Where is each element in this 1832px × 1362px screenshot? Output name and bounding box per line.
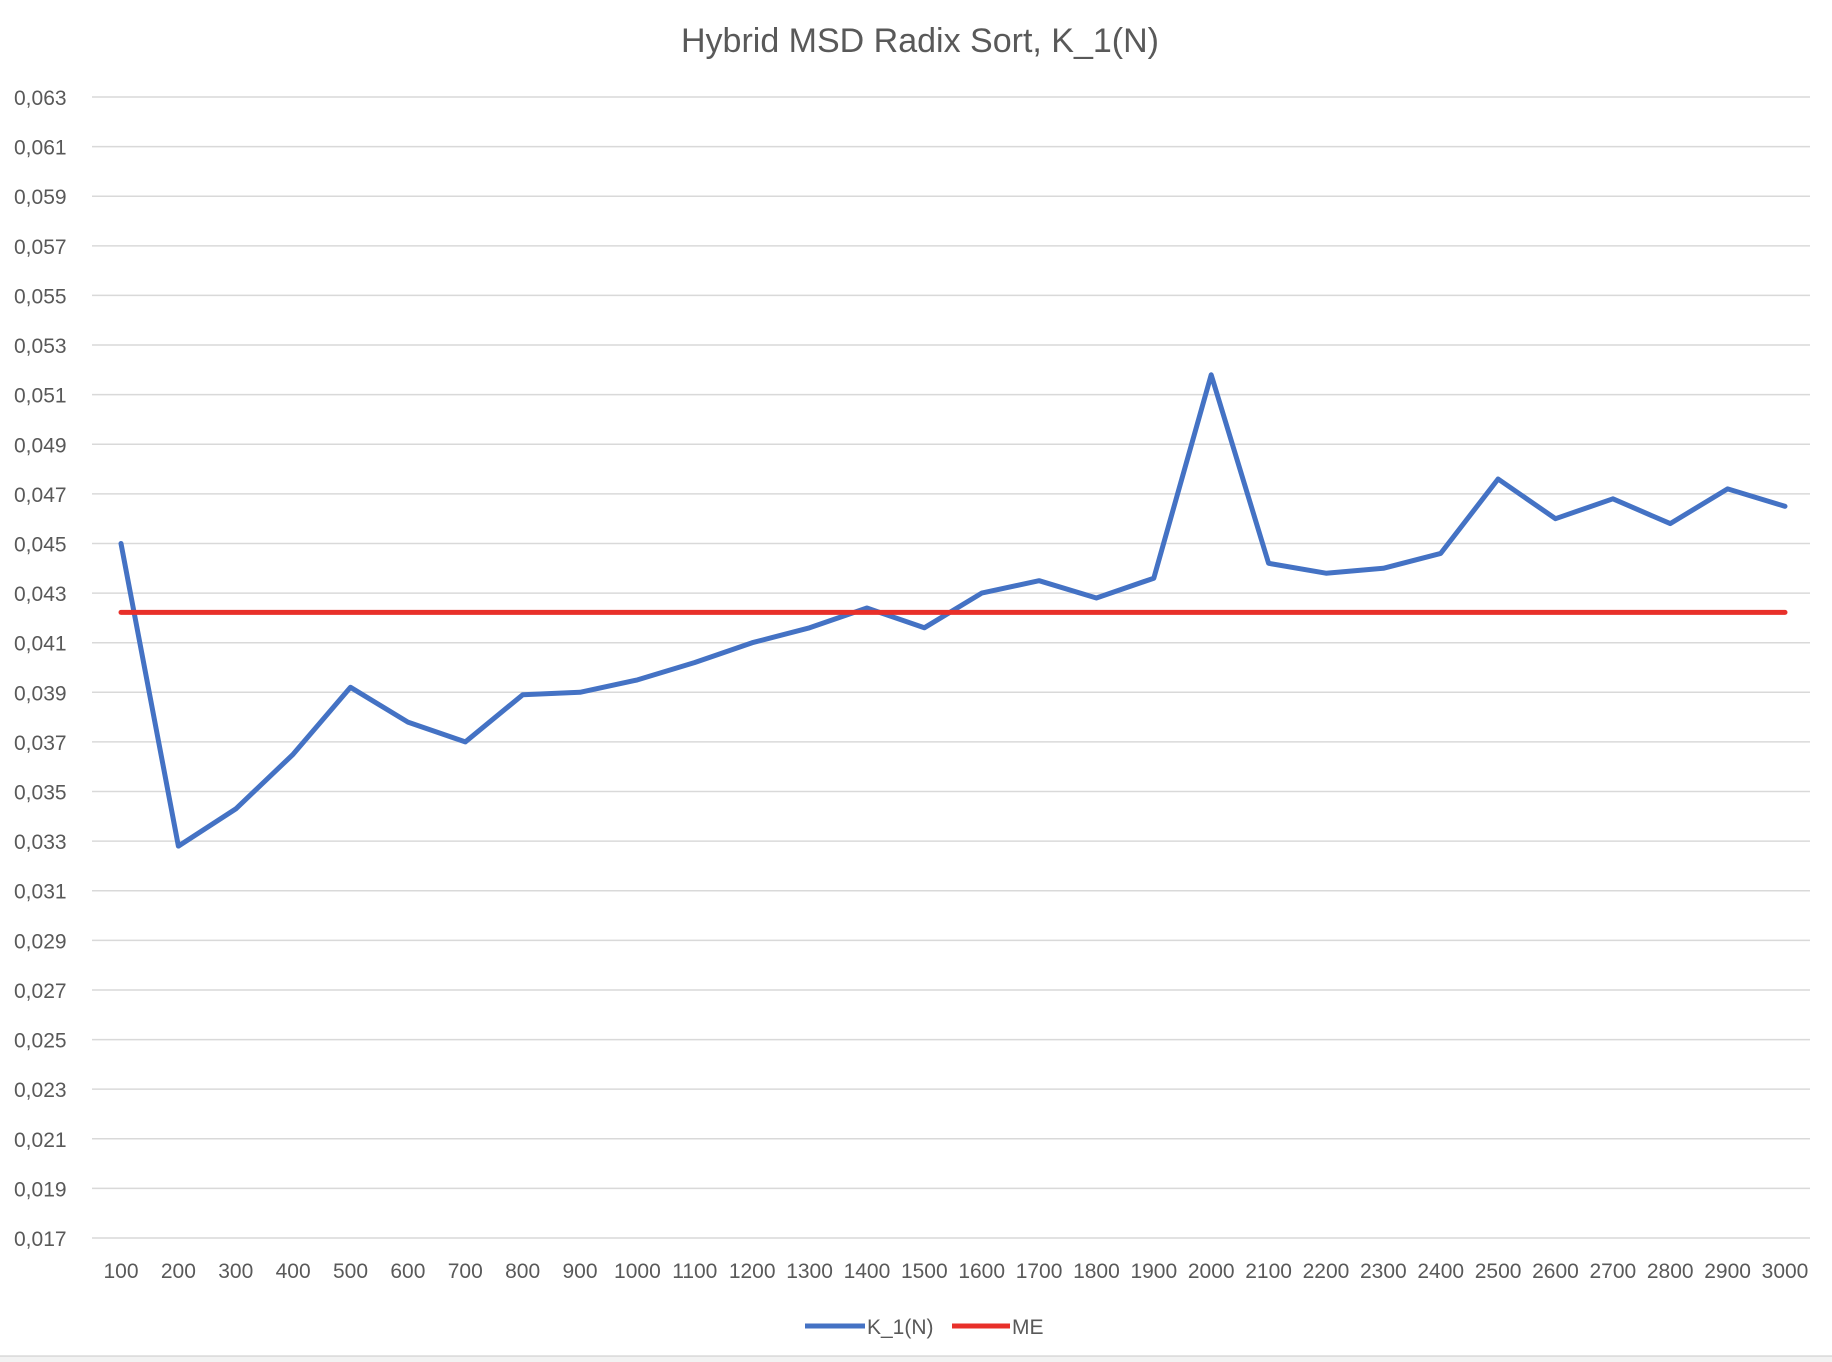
x-axis-tick-labels: 100 200 300 400 500 600 700 800 900 1000 1100 1200 1… [103, 1260, 1808, 1283]
x-tick-label: 1700 [1016, 1260, 1063, 1283]
legend-label: ME [1012, 1316, 1044, 1339]
legend: K_1(N) ME [805, 1316, 1044, 1339]
x-tick-label: 1300 [786, 1260, 833, 1283]
x-tick-label: 2900 [1704, 1260, 1751, 1283]
y-tick-label: 0,017 [14, 1228, 67, 1251]
y-tick-label: 0,041 [14, 633, 67, 656]
x-tick-label: 1000 [614, 1260, 661, 1283]
chart-title: Hybrid MSD Radix Sort, K_1(N) [681, 22, 1159, 60]
x-tick-label: 2100 [1245, 1260, 1292, 1283]
bottom-edge-strip [0, 1355, 1832, 1362]
x-tick-label: 1100 [672, 1260, 717, 1283]
x-tick-label: 300 [218, 1260, 253, 1283]
y-tick-label: 0,019 [14, 1178, 67, 1201]
y-tick-label: 0,061 [14, 137, 67, 160]
y-tick-label: 0,039 [14, 682, 67, 705]
y-tick-label: 0,049 [14, 434, 67, 457]
y-tick-label: 0,037 [14, 732, 67, 755]
y-tick-label: 0,025 [14, 1030, 67, 1053]
y-tick-label: 0,055 [14, 285, 67, 308]
bottom-edge-bar [0, 1356, 1832, 1362]
y-tick-label: 0,063 [14, 87, 67, 110]
x-tick-label: 2700 [1590, 1260, 1637, 1283]
x-tick-label: 600 [390, 1260, 425, 1283]
x-tick-label: 800 [505, 1260, 540, 1283]
legend-label: K_1(N) [867, 1316, 934, 1339]
x-tick-label: 1800 [1073, 1260, 1120, 1283]
x-tick-label: 1200 [729, 1260, 776, 1283]
x-tick-label: 2200 [1303, 1260, 1350, 1283]
y-tick-label: 0,051 [14, 385, 67, 408]
x-tick-label: 1500 [901, 1260, 948, 1283]
x-tick-label: 2400 [1417, 1260, 1464, 1283]
y-tick-label: 0,027 [14, 980, 67, 1003]
y-tick-label: 0,023 [14, 1079, 67, 1102]
y-tick-label: 0,033 [14, 831, 67, 854]
y-tick-label: 0,047 [14, 484, 67, 507]
y-tick-label: 0,031 [14, 881, 67, 904]
x-tick-label: 200 [161, 1260, 196, 1283]
x-tick-label: 500 [333, 1260, 368, 1283]
series-lines [118, 372, 1788, 849]
y-tick-label: 0,029 [14, 930, 67, 953]
x-tick-label: 100 [103, 1260, 138, 1283]
x-tick-label: 700 [448, 1260, 483, 1283]
x-tick-label: 1400 [844, 1260, 891, 1283]
y-tick-label: 0,043 [14, 583, 67, 606]
y-tick-label: 0,059 [14, 186, 67, 209]
x-tick-label: 2600 [1532, 1260, 1579, 1283]
y-tick-label: 0,021 [14, 1129, 67, 1152]
x-tick-label: 2500 [1475, 1260, 1522, 1283]
y-tick-label: 0,053 [14, 335, 67, 358]
x-tick-label: 900 [563, 1260, 598, 1283]
gridlines [92, 96, 1810, 1239]
x-tick-label: 2000 [1188, 1260, 1235, 1283]
x-tick-label: 2300 [1360, 1260, 1407, 1283]
y-tick-label: 0,045 [14, 533, 67, 556]
x-tick-label: 1600 [958, 1260, 1005, 1283]
x-tick-label: 2800 [1647, 1260, 1694, 1283]
y-tick-label: 0,035 [14, 782, 67, 805]
x-tick-label: 1900 [1130, 1260, 1177, 1283]
x-tick-label: 400 [276, 1260, 311, 1283]
y-tick-label: 0,057 [14, 236, 67, 259]
y-axis-tick-labels: 0,017 0,019 0,021 0,023 0,025 0,027 0,029 0,031… [14, 87, 67, 1251]
x-tick-label: 3000 [1762, 1260, 1809, 1283]
